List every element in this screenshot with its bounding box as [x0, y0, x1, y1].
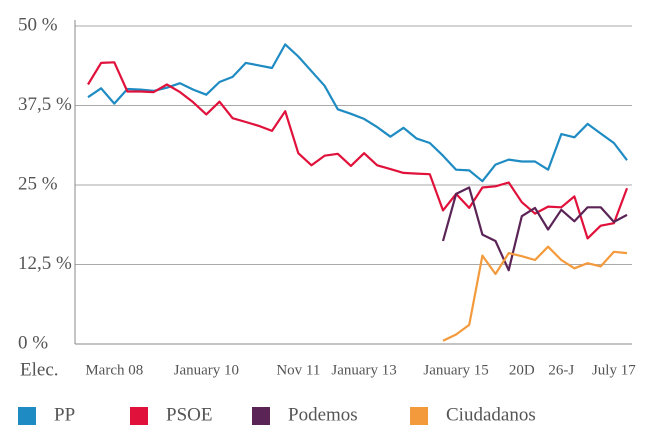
- legend-label: PP: [54, 404, 75, 425]
- x-tick-label: 20D: [509, 362, 535, 378]
- series-line: [87, 43, 628, 183]
- x-tick-label: 26-J: [548, 362, 574, 378]
- y-tick-label: 37,5 %: [18, 94, 72, 115]
- legend-swatch: [130, 407, 148, 425]
- y-tick-label: 50 %: [18, 14, 58, 35]
- series-line: [87, 61, 629, 240]
- legend-label: Ciudadanos: [446, 404, 536, 425]
- y-tick-label: 0 %: [18, 332, 48, 353]
- series-line: [441, 186, 628, 272]
- x-tick-label: March 08: [85, 362, 143, 378]
- x-tick-label: Nov 11: [276, 362, 320, 378]
- y-tick-label: 12,5 %: [18, 253, 72, 274]
- x-tick-label: January 13: [331, 362, 396, 378]
- legend-swatch: [252, 407, 270, 425]
- x-tick-label: July 17: [592, 362, 636, 378]
- x-tick-label: January 15: [423, 362, 488, 378]
- legend-label: Podemos: [288, 404, 358, 425]
- legend-swatch: [18, 407, 36, 425]
- series-line: [442, 245, 628, 342]
- legend-swatch: [410, 407, 428, 425]
- x-axis-label: Elec.: [20, 359, 59, 380]
- x-tick-label: January 10: [174, 362, 239, 378]
- y-tick-label: 25 %: [18, 173, 58, 194]
- legend-label: PSOE: [166, 404, 212, 425]
